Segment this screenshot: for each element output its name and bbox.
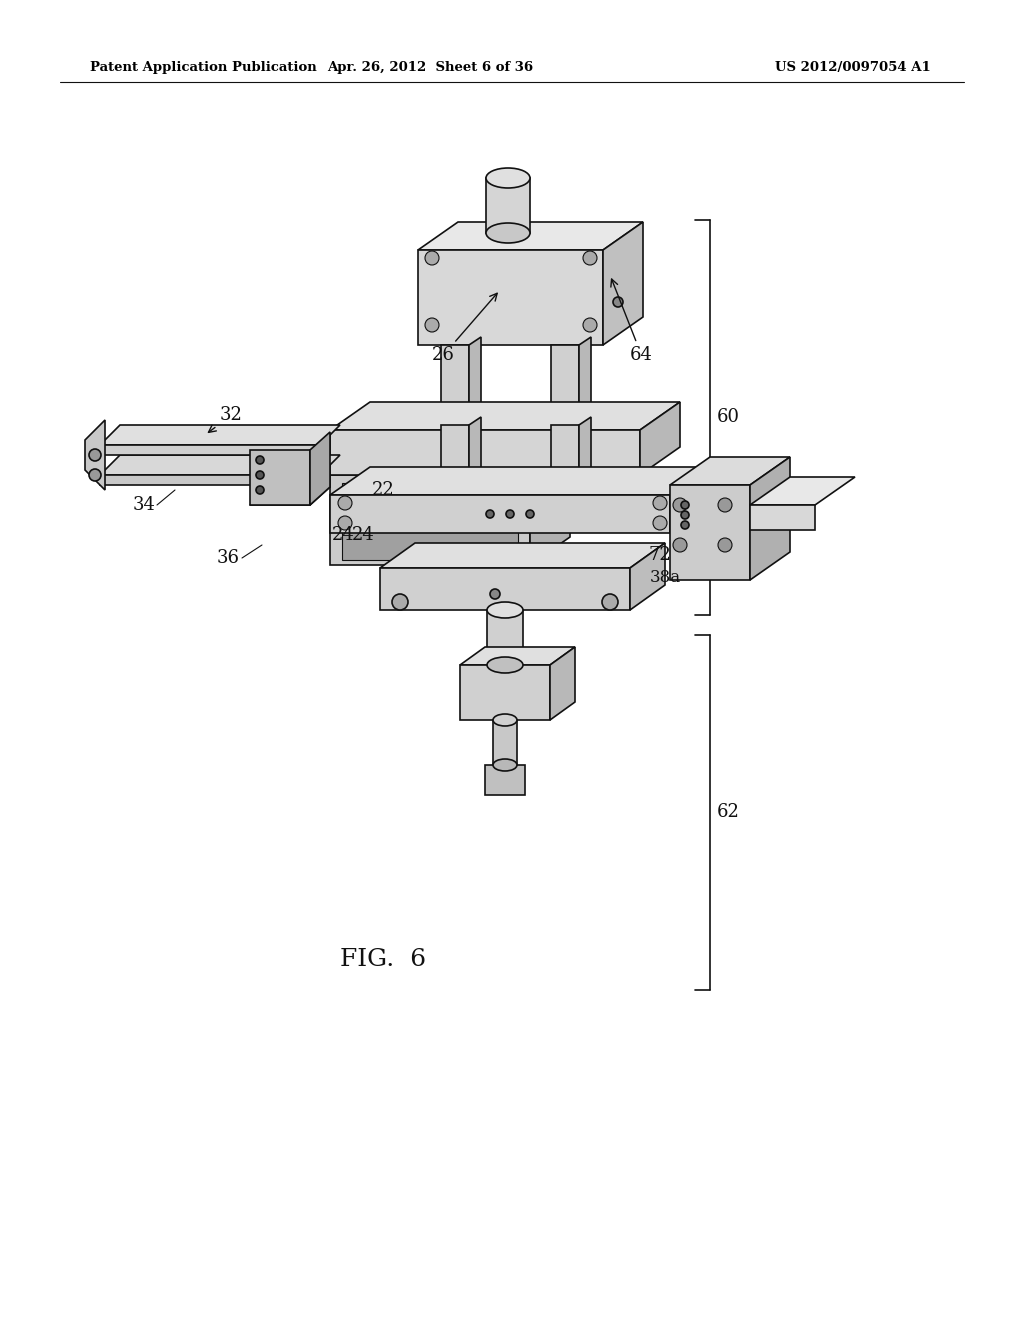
Ellipse shape — [526, 510, 534, 517]
Text: FIG.  6: FIG. 6 — [340, 949, 426, 972]
Ellipse shape — [425, 318, 439, 333]
Ellipse shape — [89, 449, 101, 461]
Text: 72: 72 — [648, 546, 671, 564]
Ellipse shape — [490, 589, 500, 599]
Polygon shape — [342, 483, 518, 560]
Ellipse shape — [338, 516, 352, 531]
Text: 34: 34 — [132, 496, 155, 513]
Ellipse shape — [425, 251, 439, 265]
Ellipse shape — [613, 297, 623, 308]
Ellipse shape — [583, 251, 597, 265]
Polygon shape — [460, 665, 550, 719]
Bar — [493, 719, 517, 766]
Ellipse shape — [653, 496, 667, 510]
Polygon shape — [550, 647, 575, 719]
Ellipse shape — [89, 469, 101, 480]
Text: 32: 32 — [209, 407, 243, 433]
Ellipse shape — [493, 759, 517, 771]
Bar — [487, 610, 523, 665]
Polygon shape — [100, 455, 340, 475]
Ellipse shape — [673, 539, 687, 552]
Ellipse shape — [681, 521, 689, 529]
Polygon shape — [469, 337, 481, 425]
Ellipse shape — [256, 471, 264, 479]
Polygon shape — [750, 457, 790, 579]
Polygon shape — [579, 417, 591, 495]
Polygon shape — [100, 475, 319, 484]
Polygon shape — [330, 475, 530, 565]
Ellipse shape — [602, 594, 618, 610]
Polygon shape — [603, 222, 643, 345]
Polygon shape — [330, 447, 570, 475]
Ellipse shape — [486, 223, 530, 243]
Text: 62: 62 — [717, 803, 740, 821]
Text: 38a: 38a — [650, 569, 681, 586]
Ellipse shape — [681, 502, 689, 510]
Text: 22: 22 — [373, 480, 395, 499]
Bar — [551, 425, 579, 495]
Ellipse shape — [486, 510, 494, 517]
Bar — [441, 425, 469, 495]
Polygon shape — [85, 420, 105, 490]
Bar — [460, 565, 476, 595]
Polygon shape — [100, 425, 340, 445]
Text: 26: 26 — [432, 293, 498, 364]
Polygon shape — [250, 487, 330, 506]
Polygon shape — [330, 495, 670, 533]
Polygon shape — [250, 450, 310, 506]
Polygon shape — [418, 222, 643, 249]
Polygon shape — [330, 430, 640, 475]
Ellipse shape — [256, 455, 264, 465]
Text: 24: 24 — [332, 525, 355, 544]
Polygon shape — [330, 467, 710, 495]
Text: 60: 60 — [717, 408, 740, 426]
Ellipse shape — [493, 714, 517, 726]
Bar — [441, 345, 469, 425]
Polygon shape — [100, 445, 319, 455]
Text: US 2012/0097054 A1: US 2012/0097054 A1 — [775, 62, 931, 74]
Bar — [551, 345, 579, 425]
Polygon shape — [380, 543, 665, 568]
Ellipse shape — [392, 594, 408, 610]
Text: Apr. 26, 2012  Sheet 6 of 36: Apr. 26, 2012 Sheet 6 of 36 — [327, 62, 534, 74]
Ellipse shape — [338, 496, 352, 510]
Text: 64: 64 — [611, 279, 653, 364]
Ellipse shape — [583, 318, 597, 333]
Ellipse shape — [487, 657, 523, 673]
Ellipse shape — [718, 539, 732, 552]
Ellipse shape — [487, 602, 523, 618]
Bar — [485, 766, 525, 795]
Text: 36: 36 — [217, 549, 240, 568]
Bar — [540, 565, 556, 595]
Polygon shape — [530, 447, 570, 565]
Ellipse shape — [653, 516, 667, 531]
Ellipse shape — [681, 511, 689, 519]
Bar — [486, 178, 530, 234]
Text: 24: 24 — [351, 525, 375, 544]
Polygon shape — [460, 647, 575, 665]
Ellipse shape — [256, 486, 264, 494]
Polygon shape — [418, 249, 603, 345]
Polygon shape — [310, 432, 330, 506]
Polygon shape — [670, 457, 790, 484]
Polygon shape — [380, 568, 630, 610]
Text: Patent Application Publication: Patent Application Publication — [90, 62, 316, 74]
Ellipse shape — [506, 510, 514, 517]
Polygon shape — [670, 467, 710, 533]
Polygon shape — [670, 484, 750, 579]
Polygon shape — [630, 543, 665, 610]
Polygon shape — [750, 477, 855, 506]
Polygon shape — [469, 417, 481, 495]
Polygon shape — [330, 403, 680, 430]
Polygon shape — [579, 337, 591, 425]
Polygon shape — [750, 506, 815, 531]
Ellipse shape — [673, 498, 687, 512]
Ellipse shape — [718, 498, 732, 512]
Polygon shape — [640, 403, 680, 475]
Ellipse shape — [486, 168, 530, 187]
